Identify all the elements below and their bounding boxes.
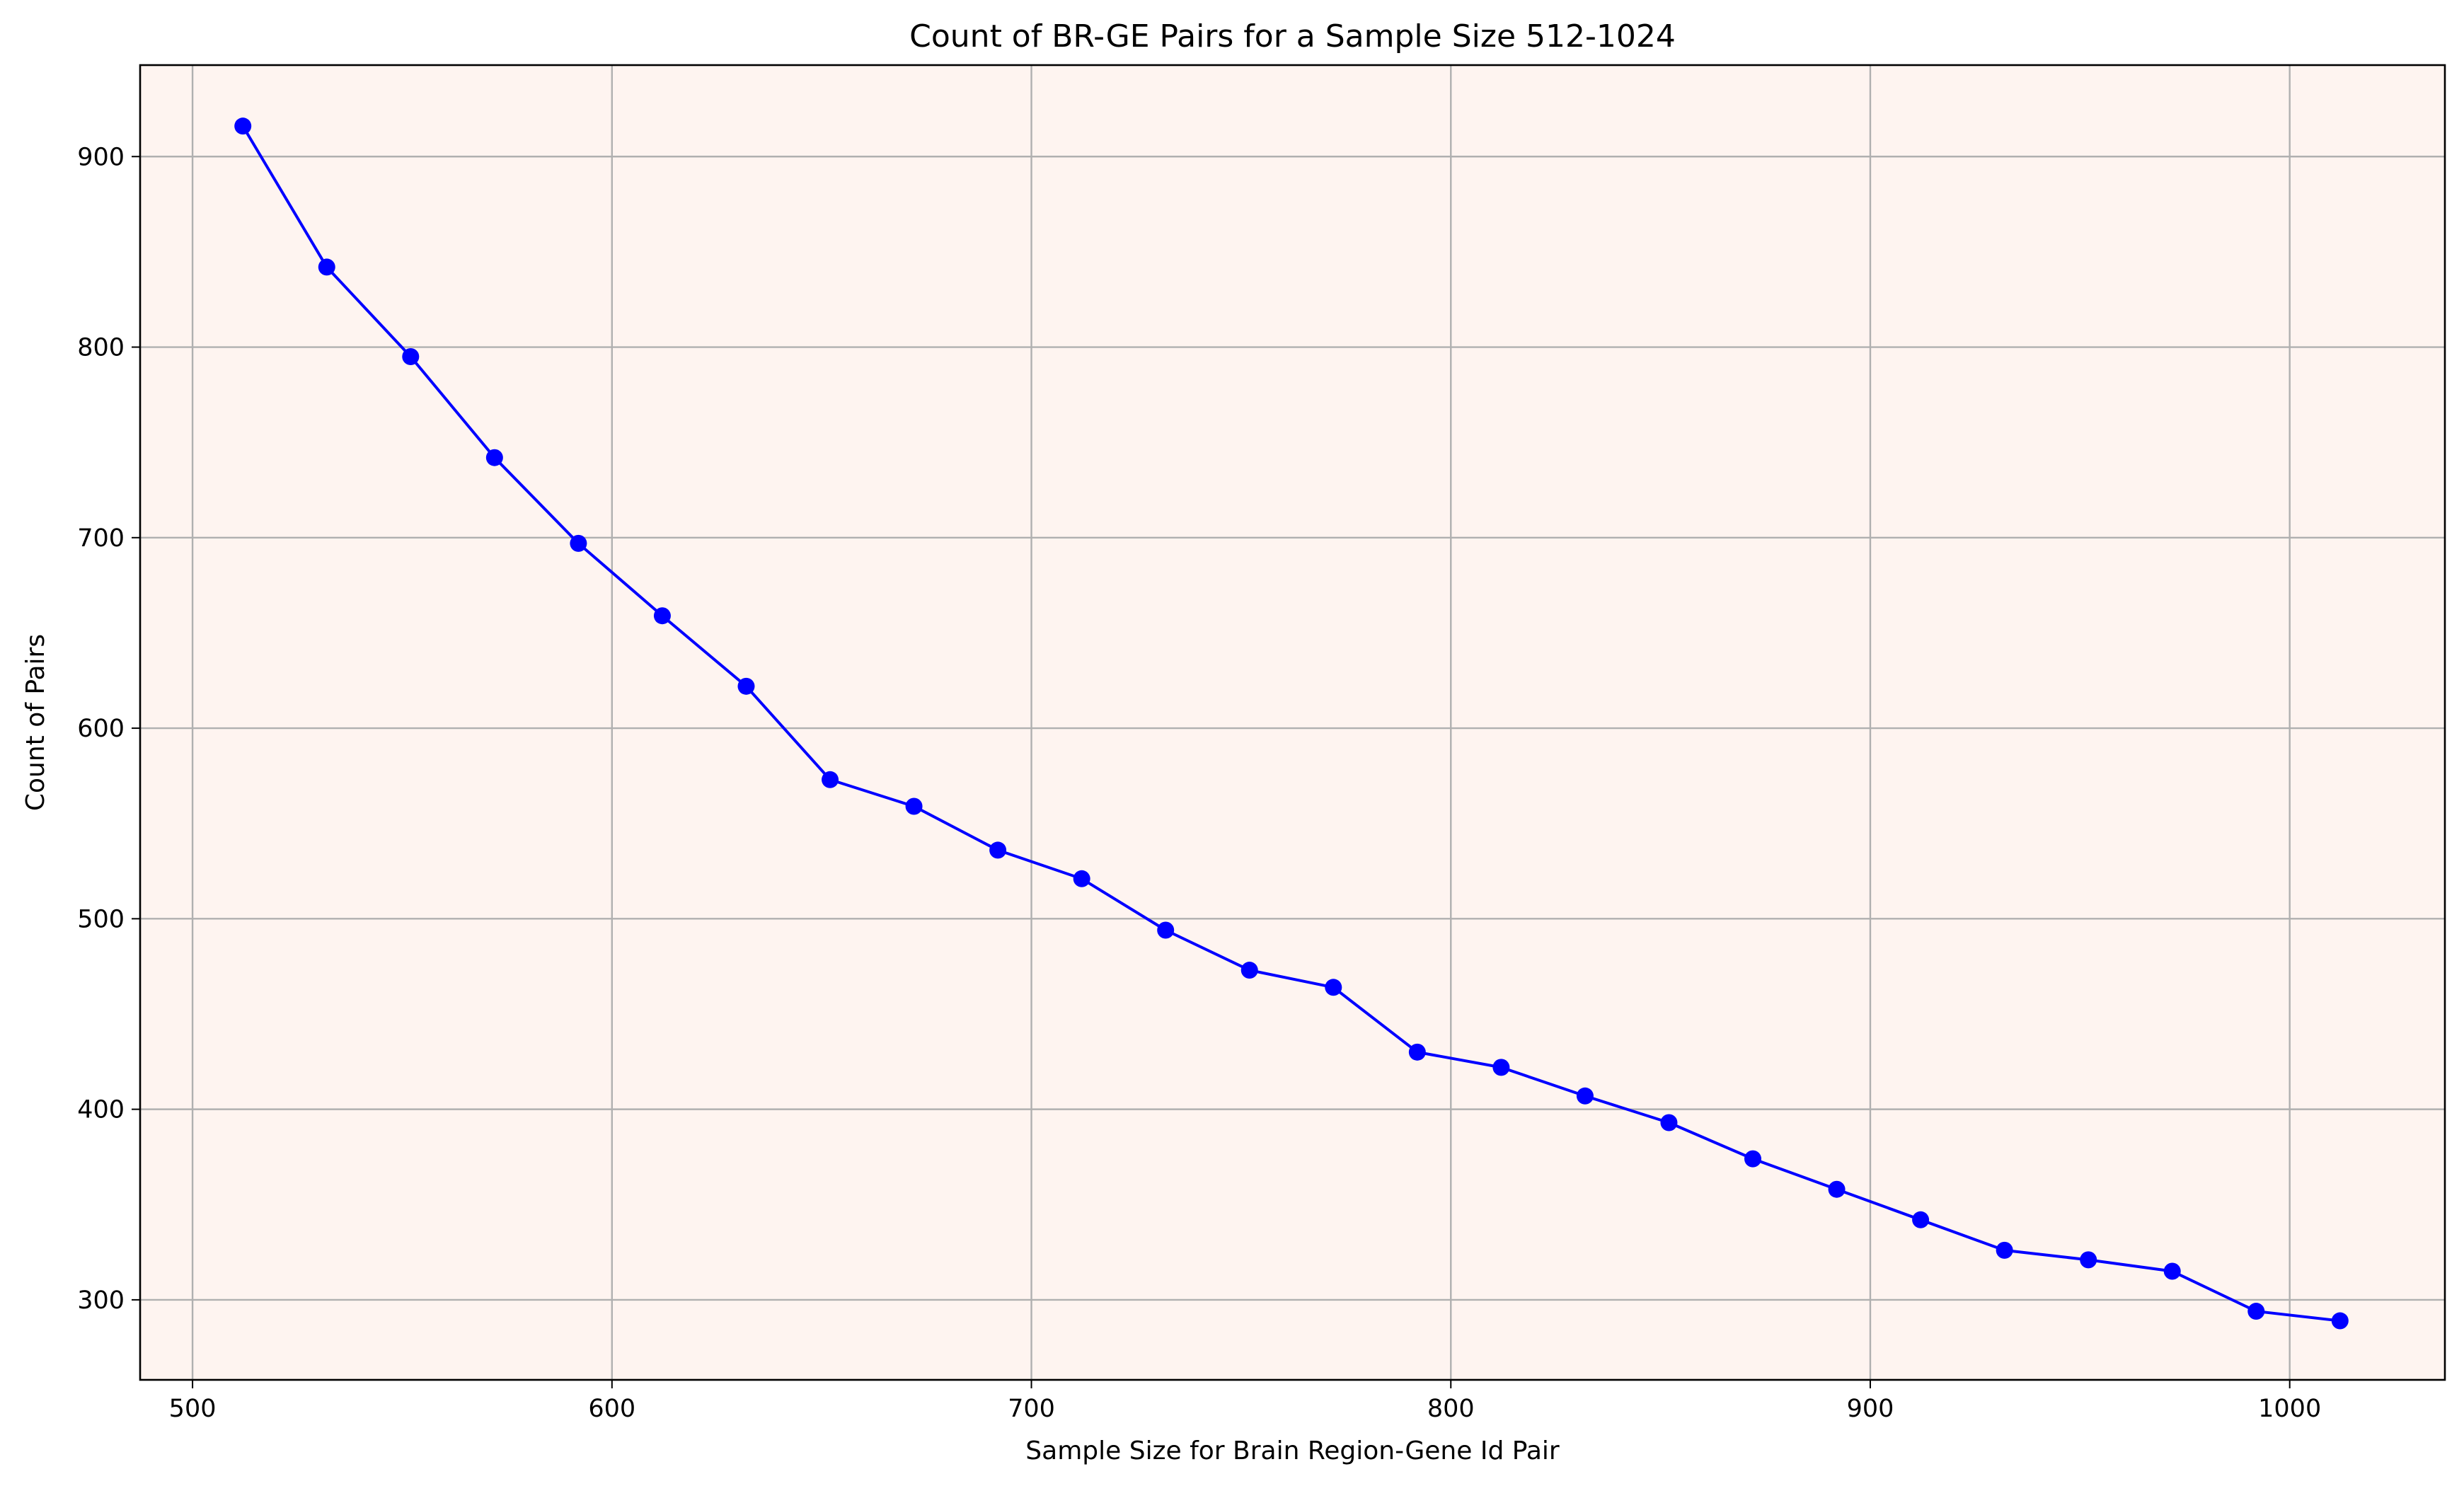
data-point [318,258,335,276]
data-point [1660,1114,1678,1131]
x-tick-label: 1000 [2258,1395,2321,1423]
data-point [402,347,420,365]
data-point [234,117,252,135]
grid-lines [140,65,2445,1380]
series-layer [234,117,2349,1330]
y-tick-label: 700 [77,524,125,553]
data-point [1073,870,1090,887]
data-point [2247,1303,2265,1320]
x-tick-label: 500 [169,1395,217,1423]
data-point [2331,1312,2349,1330]
plot-area-background [140,65,2445,1380]
data-point [1408,1043,1426,1061]
x-tick-label: 700 [1008,1395,1055,1423]
data-point [1828,1180,1846,1198]
y-axis-label: Count of Pairs [21,634,50,811]
y-tick-label: 900 [77,143,125,171]
x-tick-label: 900 [1847,1395,1894,1423]
y-tick-label: 500 [77,905,125,933]
data-point [737,677,755,695]
y-tick-label: 300 [77,1286,125,1315]
data-point [1744,1150,1762,1168]
data-point [653,607,671,625]
data-point [1492,1059,1510,1076]
x-tick-label: 800 [1427,1395,1475,1423]
y-axis-ticks: 300 400 500 600 700 800 900 [77,143,140,1315]
data-point [570,534,587,552]
data-point [822,771,839,788]
y-tick-label: 400 [77,1096,125,1124]
x-axis-label: Sample Size for Brain Region-Gene Id Pai… [1025,1436,1560,1465]
data-point [2080,1251,2097,1269]
x-tick-label: 600 [588,1395,635,1423]
data-point [485,449,503,466]
data-point [989,841,1007,859]
data-point [1157,921,1175,939]
chart-title: Count of BR-GE Pairs for a Sample Size 5… [909,18,1676,54]
y-tick-label: 600 [77,715,125,743]
y-tick-label: 800 [77,334,125,362]
data-point [1325,979,1342,996]
x-axis-ticks: 500 600 700 800 900 1000 [169,1380,2321,1423]
data-point [905,797,923,815]
data-point [2163,1262,2181,1280]
data-point [1576,1087,1594,1105]
data-point [1912,1211,1930,1228]
data-point [1996,1241,2013,1259]
data-point [1240,962,1258,979]
series-line [241,125,2341,1323]
plot-area-frame [139,64,2446,1381]
